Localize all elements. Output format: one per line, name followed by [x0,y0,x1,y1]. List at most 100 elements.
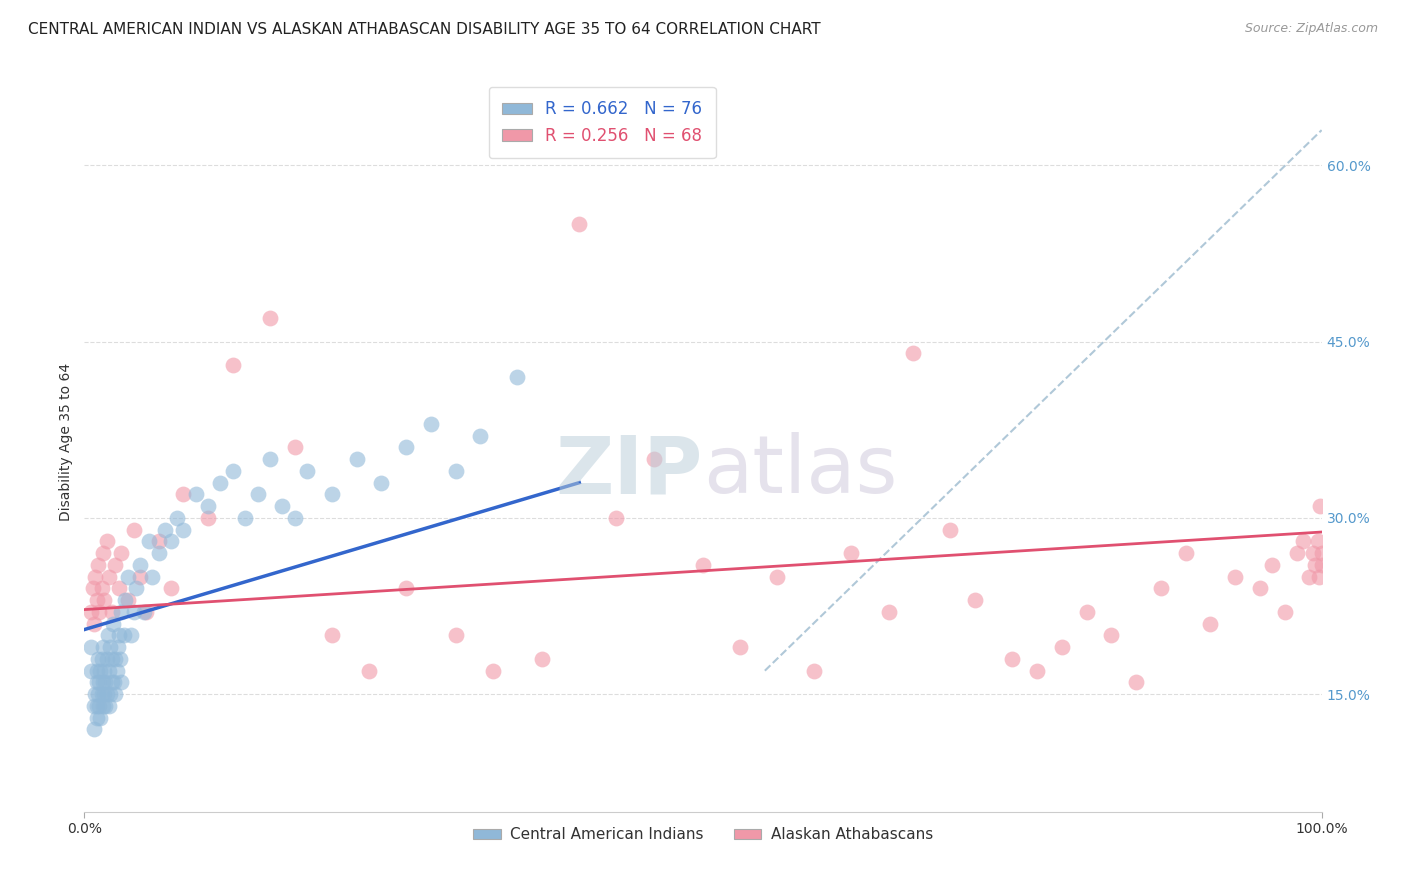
Point [1309,499,1331,513]
Point [1125,675,1147,690]
Point [481,664,503,678]
Point [100,675,122,690]
Point [172,487,194,501]
Point [166,511,188,525]
Point [132,605,155,619]
Point [122,523,145,537]
Point [82,582,104,596]
Point [98,698,121,713]
Point [105,664,128,678]
Point [172,523,194,537]
Point [1199,616,1222,631]
Point [692,558,714,572]
Point [1285,546,1308,560]
Point [321,628,343,642]
Point [90,652,112,666]
Point [110,546,132,560]
Point [284,511,307,525]
Point [97,628,120,642]
Point [90,582,112,596]
Point [91,640,114,655]
Point [91,698,114,713]
Point [1274,605,1296,619]
Point [1306,534,1329,549]
Point [506,370,529,384]
Point [79,640,101,655]
Point [94,698,117,713]
Point [233,511,256,525]
Point [107,640,129,655]
Point [98,687,121,701]
Point [98,570,121,584]
Point [100,652,122,666]
Point [259,311,281,326]
Point [1310,558,1333,572]
Point [903,346,925,360]
Point [104,652,127,666]
Point [84,570,107,584]
Point [91,675,114,690]
Point [112,628,135,642]
Point [1305,558,1327,572]
Point [141,570,163,584]
Point [83,616,105,631]
Point [531,652,554,666]
Point [83,723,105,737]
Point [1308,570,1330,584]
Point [125,582,148,596]
Point [94,675,117,690]
Point [246,487,269,501]
Point [89,711,111,725]
Point [357,664,380,678]
Point [89,698,111,713]
Point [370,475,392,490]
Point [83,698,105,713]
Point [1076,605,1098,619]
Point [129,570,152,584]
Point [79,664,101,678]
Point [321,487,343,501]
Point [1026,664,1049,678]
Point [841,546,863,560]
Point [129,558,152,572]
Point [98,640,121,655]
Point [110,605,132,619]
Point [90,687,112,701]
Point [643,452,665,467]
Point [93,664,115,678]
Point [1223,570,1246,584]
Point [110,675,132,690]
Point [877,605,900,619]
Point [101,616,124,631]
Point [1099,628,1122,642]
Point [222,464,245,478]
Point [93,687,115,701]
Point [470,428,492,442]
Point [87,652,110,666]
Point [89,605,111,619]
Point [419,417,441,431]
Text: ZIP: ZIP [555,432,703,510]
Point [86,675,108,690]
Point [89,664,111,678]
Point [110,652,132,666]
Point [1261,558,1284,572]
Point [965,593,987,607]
Point [148,546,170,560]
Point [605,511,627,525]
Point [104,687,127,701]
Point [568,217,591,231]
Point [91,546,114,560]
Point [117,570,139,584]
Point [222,358,245,372]
Point [803,664,825,678]
Point [444,628,467,642]
Point [1302,546,1324,560]
Point [114,593,136,607]
Point [1292,534,1315,549]
Point [1001,652,1024,666]
Y-axis label: Disability Age 35 to 64: Disability Age 35 to 64 [59,362,73,521]
Point [1050,640,1073,655]
Point [135,605,157,619]
Point [86,664,108,678]
